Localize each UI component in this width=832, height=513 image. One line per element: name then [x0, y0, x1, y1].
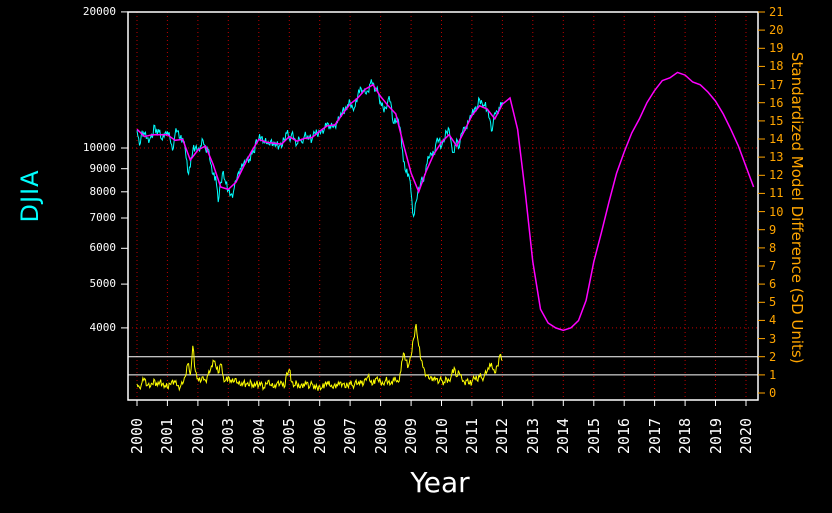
left-tick-label: 8000 — [89, 184, 117, 198]
left-tick-label: 6000 — [89, 241, 117, 255]
right-tick-label: 13 — [769, 150, 784, 165]
x-tick-label: 2000 — [128, 417, 146, 455]
right-tick-label: 16 — [769, 95, 784, 110]
right-tick-label: 21 — [769, 4, 784, 19]
djia-series — [136, 79, 503, 218]
right-tick-label: 15 — [769, 113, 784, 128]
left-tick-label: 20000 — [82, 4, 116, 18]
right-tick-label: 19 — [769, 41, 784, 56]
x-tick-label: 2015 — [584, 417, 603, 455]
left-tick-label: 5000 — [89, 277, 117, 291]
x-tick-label: 2014 — [554, 417, 573, 455]
right-tick-label: 7 — [769, 258, 777, 273]
right-tick-label: 8 — [769, 240, 777, 255]
x-tick-label: 2003 — [219, 417, 238, 455]
model-series — [136, 71, 755, 332]
left-tick-label: 10000 — [82, 141, 116, 154]
right-tick-label: 10 — [769, 204, 784, 219]
x-tick-label: 2012 — [493, 417, 512, 455]
x-tick-label: 2009 — [402, 417, 421, 455]
x-tick-label: 2018 — [676, 417, 695, 455]
x-tick-label: 2016 — [615, 417, 634, 455]
x-tick-label: 2013 — [523, 417, 542, 455]
x-tick-label: 2019 — [706, 417, 725, 455]
x-tick-label: 2005 — [280, 417, 299, 455]
x-tick-label: 2007 — [341, 417, 360, 455]
x-tick-label: 2017 — [645, 417, 664, 455]
left-axis-title: DJIA — [16, 169, 44, 223]
right-tick-label: 2 — [769, 349, 777, 364]
sd-difference-series — [136, 323, 503, 392]
left-tick-label: 9000 — [89, 161, 117, 175]
right-tick-label: 1 — [769, 367, 777, 382]
x-tick-label: 2020 — [737, 417, 755, 455]
right-tick-label: 14 — [769, 131, 784, 146]
right-tick-label: 9 — [769, 222, 777, 237]
right-tick-label: 0 — [769, 386, 777, 400]
x-tick-label: 2008 — [371, 417, 390, 455]
right-axis-title: Standardized Model Difference (SD Units) — [788, 52, 806, 364]
right-tick-label: 4 — [769, 313, 777, 328]
left-tick-label: 7000 — [89, 211, 117, 225]
left-tick-label: 4000 — [89, 320, 117, 334]
right-tick-label: 17 — [769, 77, 784, 92]
x-tick-label: 2011 — [462, 417, 481, 455]
right-tick-label: 20 — [769, 23, 784, 38]
right-tick-label: 11 — [769, 186, 784, 201]
x-tick-label: 2010 — [432, 417, 451, 455]
x-tick-label: 2001 — [158, 417, 177, 455]
right-tick-label: 5 — [769, 295, 777, 310]
right-tick-label: 6 — [769, 277, 777, 292]
right-tick-label: 18 — [769, 59, 784, 74]
right-tick-label: 12 — [769, 168, 784, 183]
x-axis-title: Year — [410, 466, 470, 499]
x-tick-label: 2004 — [249, 417, 268, 455]
x-tick-label: 2006 — [310, 417, 329, 455]
right-tick-label: 3 — [769, 331, 777, 346]
x-tick-label: 2002 — [188, 417, 207, 455]
